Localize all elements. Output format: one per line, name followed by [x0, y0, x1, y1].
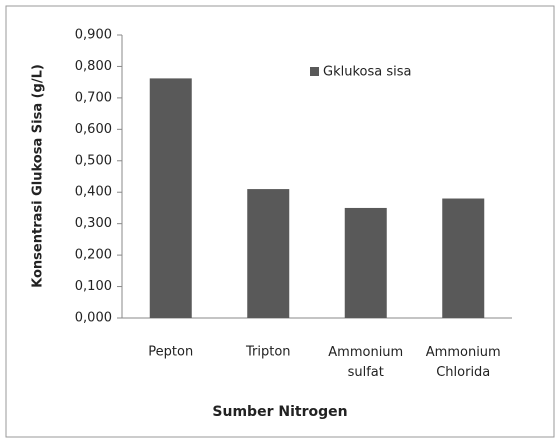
y-tick-label: 0,700 — [75, 90, 112, 105]
x-tick-label: Ammonium Chlorida — [426, 345, 501, 380]
bar — [344, 207, 387, 318]
bar — [149, 78, 192, 318]
y-tick-label: 0,800 — [75, 59, 112, 74]
legend-label: Gklukosa sisa — [323, 65, 411, 80]
x-tick-label: Pepton — [148, 345, 193, 360]
y-tick-label: 0,300 — [75, 216, 112, 231]
y-tick-label: 0,000 — [75, 311, 112, 326]
bar — [247, 189, 290, 318]
bar — [442, 198, 485, 318]
y-axis-title: Konsentrasi Glukosa Sisa (g/L) — [31, 64, 46, 288]
legend-swatch — [310, 67, 319, 76]
y-tick-label: 0,400 — [75, 185, 112, 200]
y-tick-label: 0,900 — [75, 28, 112, 43]
x-tick-label: Ammonium sulfat — [328, 345, 403, 380]
x-tick-label: Tripton — [245, 345, 291, 360]
x-axis-title: Sumber Nitrogen — [212, 404, 347, 420]
y-tick-label: 0,200 — [75, 248, 112, 263]
y-tick-label: 0,100 — [75, 279, 112, 294]
y-tick-label: 0,500 — [75, 153, 112, 168]
y-tick-label: 0,600 — [75, 122, 112, 137]
